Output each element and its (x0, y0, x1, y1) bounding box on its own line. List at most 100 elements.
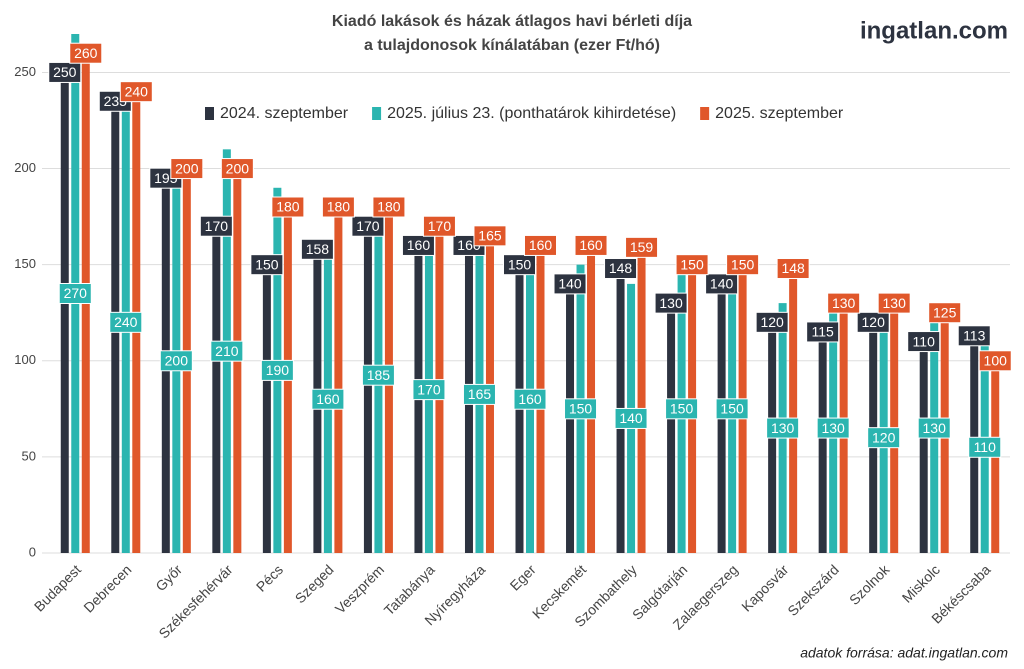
value-label-bg (726, 254, 760, 276)
value-label: 148 (776, 258, 810, 280)
value-label: 125 (928, 302, 962, 324)
value-label-bg (755, 311, 789, 333)
value-label: 120 (856, 311, 890, 333)
bar (789, 268, 798, 553)
value-label: 165 (462, 383, 496, 405)
value-label-bg (321, 196, 355, 218)
value-label-bg (816, 417, 850, 439)
value-label: 260 (69, 42, 103, 64)
x-tick-label: Kaposvár (738, 561, 791, 614)
value-label-text: 190 (266, 362, 290, 378)
value-label-text: 113 (963, 327, 986, 343)
value-label-text: 150 (508, 256, 532, 272)
value-label-text: 240 (125, 83, 149, 99)
x-tick-label: Budapest (31, 561, 84, 614)
value-label: 170 (199, 215, 233, 237)
value-label-bg (654, 292, 688, 314)
value-label: 185 (361, 364, 395, 386)
value-label-text: 125 (933, 304, 957, 320)
value-label-text: 180 (276, 199, 300, 215)
value-label-text: 170 (356, 218, 380, 234)
value-label: 270 (58, 283, 92, 304)
value-label: 140 (553, 273, 587, 295)
value-label: 150 (715, 398, 749, 420)
value-label-text: 140 (619, 410, 643, 426)
x-tick-label: Szeged (292, 561, 337, 606)
value-label: 130 (816, 417, 850, 439)
value-label-text: 160 (518, 391, 542, 407)
value-label: 140 (705, 273, 739, 295)
legend-swatch (372, 107, 382, 120)
value-label-bg (311, 388, 345, 410)
value-label-bg (250, 254, 284, 276)
value-label-text: 160 (407, 237, 431, 253)
value-label-bg (867, 427, 901, 449)
value-label-bg (503, 254, 536, 276)
value-label-bg (856, 311, 890, 333)
value-label: 240 (119, 81, 153, 103)
value-label-bg (260, 359, 294, 381)
value-label-text: 170 (205, 218, 229, 234)
value-label-bg (300, 238, 334, 260)
value-label-text: 260 (74, 45, 98, 61)
bar (212, 226, 221, 553)
value-label-bg (58, 283, 92, 304)
value-label: 130 (654, 292, 688, 314)
value-label-text: 150 (731, 256, 755, 272)
value-label-text: 130 (832, 295, 856, 311)
value-label: 130 (877, 292, 911, 314)
value-label-bg (220, 158, 254, 180)
value-label: 113 (957, 325, 991, 347)
value-label-bg (462, 383, 496, 405)
value-label-bg (473, 225, 507, 247)
value-label-bg (48, 61, 82, 83)
value-label-text: 130 (923, 420, 947, 436)
bar (334, 207, 343, 553)
value-label-text: 200 (226, 160, 250, 176)
value-label-text: 100 (984, 352, 1008, 368)
value-label-text: 240 (114, 314, 138, 330)
value-label-bg (978, 350, 1012, 372)
value-label-bg (271, 196, 305, 218)
value-label: 200 (159, 350, 193, 372)
y-tick-label: 100 (14, 352, 36, 367)
value-label: 200 (170, 158, 204, 180)
value-label-bg (806, 321, 840, 343)
value-label-text: 180 (327, 199, 351, 215)
x-tick-label: Szolnok (846, 561, 893, 608)
value-label-text: 140 (558, 276, 582, 292)
value-label: 160 (401, 234, 435, 256)
value-label-text: 170 (428, 218, 452, 234)
value-label-text: 148 (609, 260, 633, 276)
value-label-text: 150 (569, 401, 593, 417)
value-label-bg (524, 234, 557, 256)
logo: ingatlan.com (860, 17, 1008, 44)
value-label-bg (917, 417, 951, 439)
value-label: 150 (503, 254, 536, 276)
value-label-text: 120 (862, 314, 886, 330)
value-label-text: 110 (974, 439, 997, 455)
x-tick-label: Debrecen (80, 561, 134, 615)
legend-label: 2025. szeptember (715, 105, 844, 122)
value-label-bg (614, 407, 648, 429)
value-label-bg (564, 398, 598, 420)
y-tick-label: 150 (14, 256, 36, 271)
x-tick-label: Győr (152, 561, 185, 594)
value-label: 148 (604, 258, 638, 280)
value-label-bg (907, 331, 941, 353)
value-label: 170 (422, 215, 456, 237)
value-label: 150 (250, 254, 284, 276)
value-label: 210 (210, 340, 244, 362)
value-label: 120 (755, 311, 789, 333)
value-label: 150 (726, 254, 760, 276)
value-label: 200 (220, 158, 254, 180)
value-label-text: 130 (883, 295, 907, 311)
value-label-bg (574, 234, 608, 256)
value-label-text: 115 (811, 324, 834, 340)
source: adatok forrása: adat.ingatlan.com (800, 645, 1008, 661)
value-label-bg (715, 398, 749, 420)
value-label: 160 (311, 388, 345, 410)
value-label-bg (957, 325, 991, 347)
value-label-bg (675, 254, 709, 276)
